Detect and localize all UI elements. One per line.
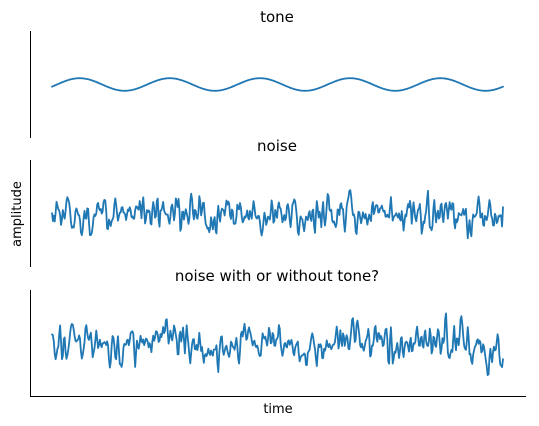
series-line <box>51 312 504 377</box>
shared-y-axis-label: amplitude <box>10 181 25 247</box>
shared-x-axis-label: time <box>263 402 292 417</box>
series-line <box>51 77 504 92</box>
panel-title: tone <box>260 8 294 26</box>
panel-noise-with-or-without-tone: noise with or without tone? <box>30 267 526 397</box>
panel-title: noise <box>257 137 297 155</box>
panel-title: noise with or without tone? <box>175 267 379 285</box>
series-line <box>51 189 504 240</box>
panel-noise: noise <box>30 137 504 267</box>
panel-tone: tone <box>30 8 504 138</box>
